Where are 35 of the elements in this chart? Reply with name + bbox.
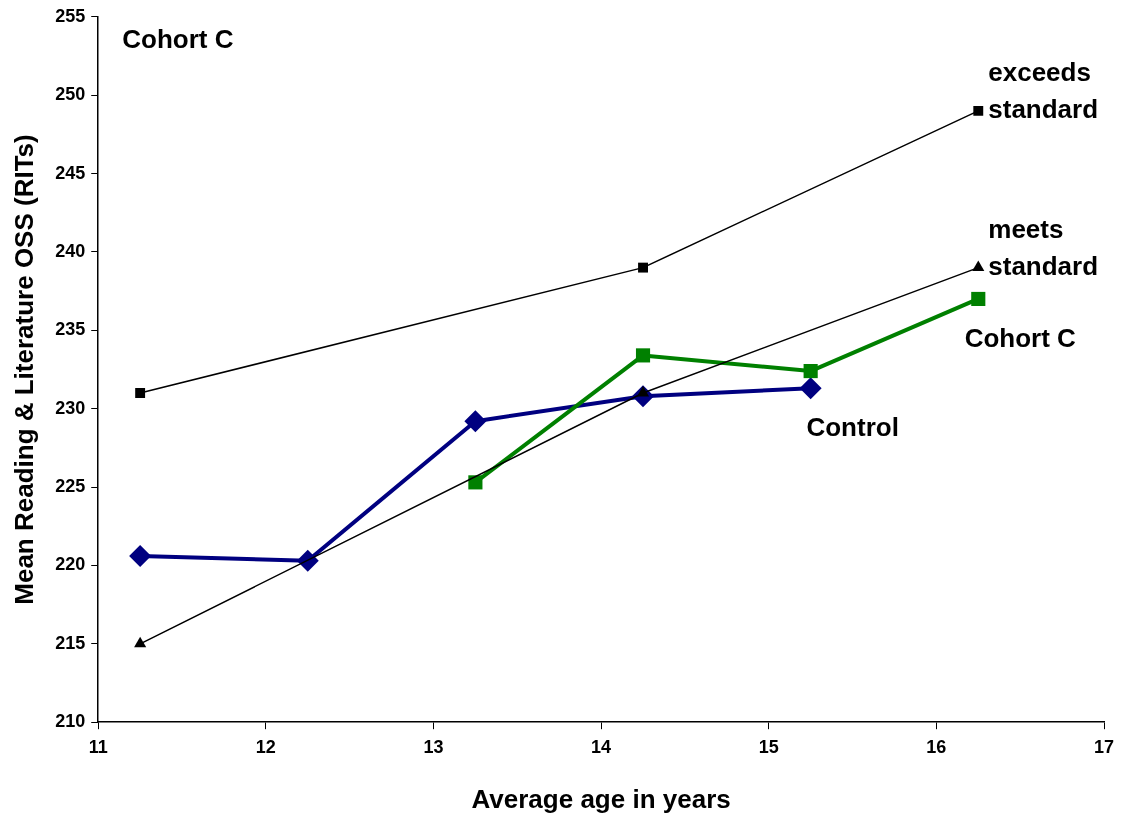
y-tick-label: 255: [55, 5, 86, 26]
point: [972, 260, 985, 272]
x-tick-label: 16: [926, 736, 947, 757]
point: [971, 291, 986, 307]
series-label: meets standard: [988, 213, 1099, 281]
x-axis-title: Average age in years: [471, 783, 731, 814]
point: [464, 410, 487, 433]
y-axis-title: Mean Reading & Literature OSS (RITs): [8, 134, 39, 605]
y-tick-label: 250: [55, 84, 86, 105]
series-label: Control: [806, 412, 899, 443]
point: [799, 377, 822, 400]
y-tick-label: 240: [55, 240, 86, 261]
point: [635, 348, 651, 363]
series-label: exceeds standard: [988, 57, 1099, 125]
y-tick-label: 235: [55, 319, 86, 340]
point: [803, 364, 818, 379]
chart-title: Cohort C: [122, 23, 234, 54]
y-tick-label: 230: [55, 397, 86, 418]
x-tick-label: 15: [758, 736, 779, 757]
point: [638, 262, 648, 273]
x-tick-label: 14: [591, 736, 612, 757]
point: [973, 105, 984, 116]
point: [468, 475, 483, 490]
point: [129, 545, 152, 568]
series-label: Cohort C: [964, 323, 1077, 354]
y-tick-label: 215: [55, 632, 86, 653]
point: [135, 388, 146, 398]
x-tick-label: 11: [88, 736, 108, 757]
y-tick-label: 220: [55, 554, 86, 575]
y-tick-label: 245: [55, 162, 86, 183]
x-tick-label: 12: [255, 736, 276, 757]
y-tick-label: 225: [55, 476, 86, 497]
x-tick-label: 13: [423, 736, 444, 757]
y-tick-label: 210: [55, 711, 86, 732]
x-tick-label: 17: [1093, 736, 1115, 757]
